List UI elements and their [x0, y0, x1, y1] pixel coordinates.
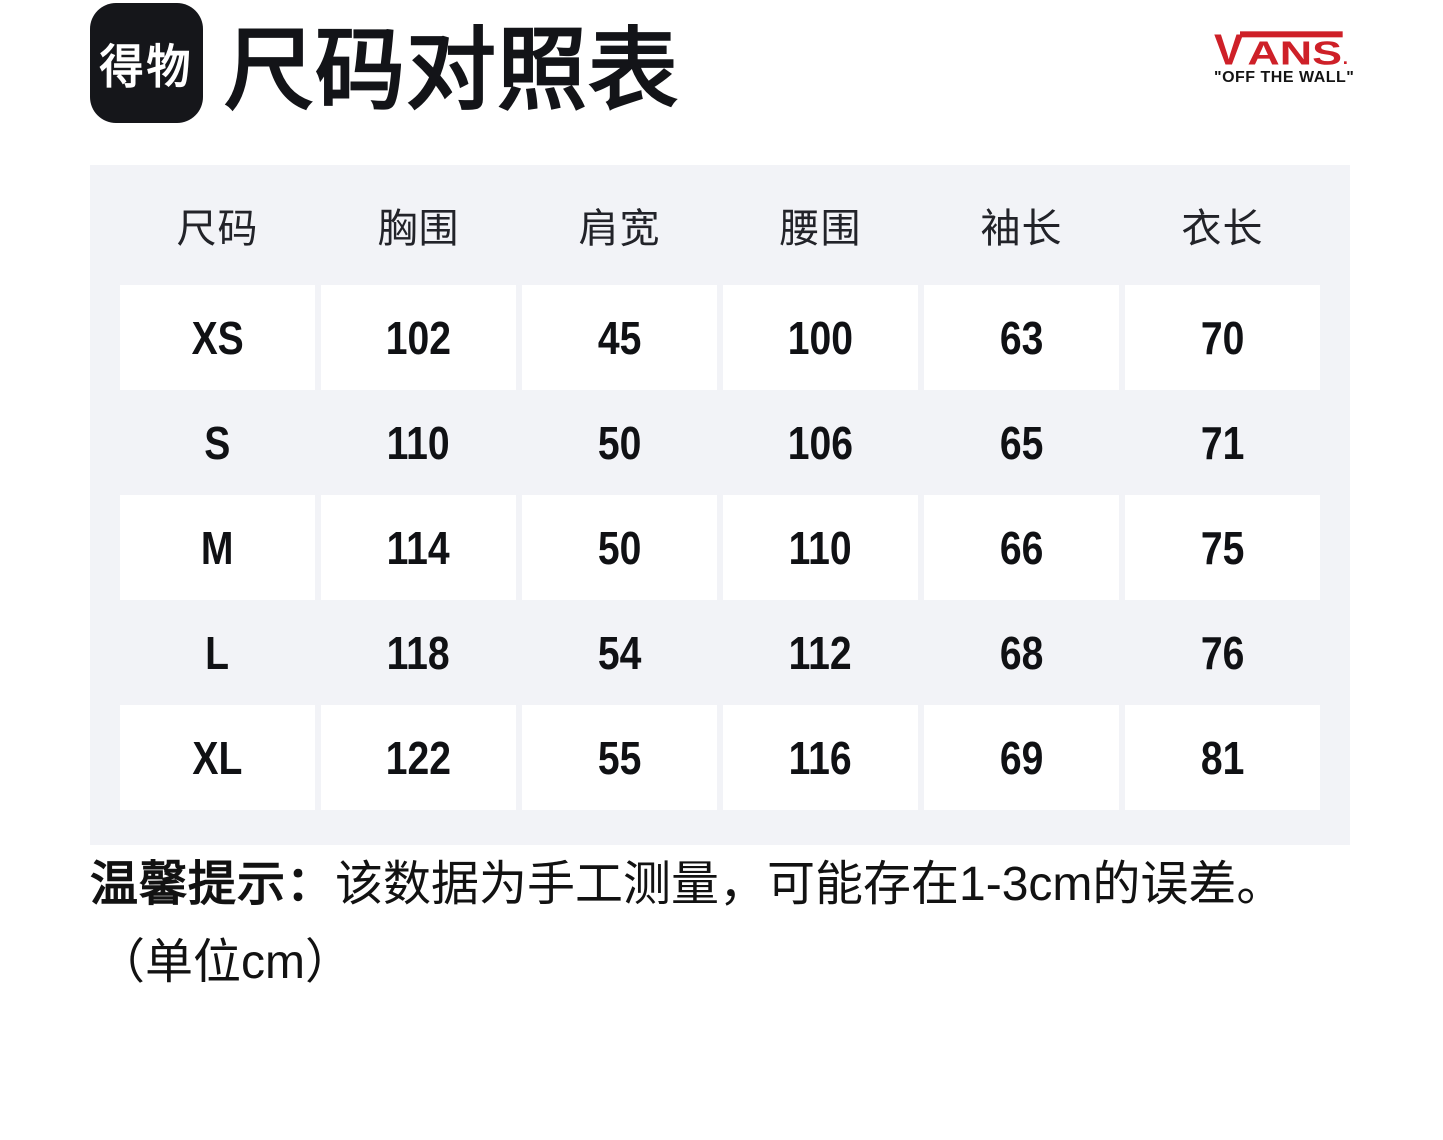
vans-letters-ans: ANS — [1247, 36, 1342, 68]
cell-value: 71 — [1200, 416, 1245, 469]
trademark-dot — [1344, 61, 1347, 64]
measure-cell: 50 — [522, 495, 717, 600]
measure-cell: 81 — [1125, 705, 1320, 810]
measure-cell: 70 — [1125, 285, 1320, 390]
cell-value: 70 — [1200, 311, 1245, 364]
cell-value: 75 — [1200, 521, 1245, 574]
page-title: 尺码对照表 — [224, 21, 679, 121]
vans-tagline: "OFF THE WALL" — [1214, 69, 1355, 86]
measure-cell: 102 — [321, 285, 516, 390]
note-prefix: 温馨提示： — [90, 858, 336, 911]
table-row: XL 122 55 116 69 81 — [120, 705, 1320, 810]
unit-note: （单位cm） — [97, 936, 353, 989]
measure-cell: 112 — [723, 600, 918, 705]
measure-cell: 63 — [924, 285, 1119, 390]
measure-cell: 116 — [723, 705, 918, 810]
table-row: M 114 50 110 66 75 — [120, 495, 1320, 600]
column-header: 衣长 — [1181, 207, 1264, 251]
cell-value: L — [205, 626, 230, 679]
size-cell: XL — [120, 705, 315, 810]
cell-value: 69 — [999, 731, 1044, 784]
column-header: 肩宽 — [578, 207, 661, 251]
cell-value: 63 — [999, 311, 1044, 364]
cell-value: 114 — [386, 521, 451, 574]
table-row: S 110 50 106 65 71 — [120, 390, 1320, 495]
cell-value: 122 — [385, 731, 452, 784]
dewu-logo: 得物 — [90, 3, 203, 123]
cell-value: 116 — [788, 731, 853, 784]
table-row: XS 102 45 100 63 70 — [120, 285, 1320, 390]
size-cell: L — [120, 600, 315, 705]
column-header: 腰围 — [779, 207, 862, 251]
cell-value: 100 — [787, 311, 854, 364]
size-table: 尺码 胸围 肩宽 腰围 袖长 衣长 XS 102 45 100 63 70 S 110 50 106 65 71… — [90, 165, 1350, 845]
measure-cell: 76 — [1125, 600, 1320, 705]
measure-cell: 68 — [924, 600, 1119, 705]
cell-value: 54 — [597, 626, 642, 679]
vans-letter-v: V — [1214, 28, 1244, 68]
measure-cell: 45 — [522, 285, 717, 390]
cell-value: 50 — [597, 521, 642, 574]
cell-value: XL — [192, 731, 243, 784]
cell-value: 112 — [788, 626, 853, 679]
table-body: XS 102 45 100 63 70 S 110 50 106 65 71 M 114 50 110 66 75… — [120, 285, 1320, 810]
cell-value: S — [204, 416, 231, 469]
measure-cell: 122 — [321, 705, 516, 810]
size-cell: XS — [120, 285, 315, 390]
cell-value: 50 — [597, 416, 642, 469]
cell-value: 102 — [385, 311, 452, 364]
cell-value: 110 — [788, 521, 853, 574]
size-cell: M — [120, 495, 315, 600]
measure-cell: 106 — [723, 390, 918, 495]
measure-cell: 110 — [321, 390, 516, 495]
cell-value: M — [201, 521, 234, 574]
vans-wordmark-icon: V ANS — [1214, 28, 1347, 68]
column-header: 袖长 — [980, 207, 1063, 251]
measure-cell: 118 — [321, 600, 516, 705]
cell-value: 55 — [597, 731, 642, 784]
note-text: 该数据为手工测量，可能存在1-3cm的误差。 — [335, 858, 1285, 911]
measure-cell: 75 — [1125, 495, 1320, 600]
table-row: L 118 54 112 68 76 — [120, 600, 1320, 705]
cell-value: 106 — [787, 416, 854, 469]
measure-cell: 55 — [522, 705, 717, 810]
cell-value: 110 — [386, 416, 451, 469]
cell-value: 81 — [1200, 731, 1245, 784]
measure-cell: 100 — [723, 285, 918, 390]
measure-cell: 114 — [321, 495, 516, 600]
vans-logo: V ANS "OFF THE WALL" — [1214, 28, 1355, 87]
dewu-logo-text: 得物 — [99, 41, 194, 94]
column-header: 胸围 — [377, 207, 460, 251]
column-header: 尺码 — [176, 207, 259, 251]
cell-value: 118 — [386, 626, 451, 679]
measure-cell: 110 — [723, 495, 918, 600]
disclaimer-note: 温馨提示：该数据为手工测量，可能存在1-3cm的误差。 — [90, 856, 1284, 914]
cell-value: 66 — [999, 521, 1044, 574]
cell-value: XS — [191, 311, 244, 364]
measure-cell: 69 — [924, 705, 1119, 810]
cell-value: 65 — [999, 416, 1044, 469]
measure-cell: 66 — [924, 495, 1119, 600]
size-cell: S — [120, 390, 315, 495]
measure-cell: 50 — [522, 390, 717, 495]
measure-cell: 71 — [1125, 390, 1320, 495]
cell-value: 68 — [999, 626, 1044, 679]
cell-value: 45 — [597, 311, 642, 364]
measure-cell: 54 — [522, 600, 717, 705]
measure-cell: 65 — [924, 390, 1119, 495]
cell-value: 76 — [1200, 626, 1245, 679]
vans-beam — [1240, 31, 1343, 38]
table-header-row: 尺码 胸围 肩宽 腰围 袖长 衣长 — [120, 165, 1320, 285]
